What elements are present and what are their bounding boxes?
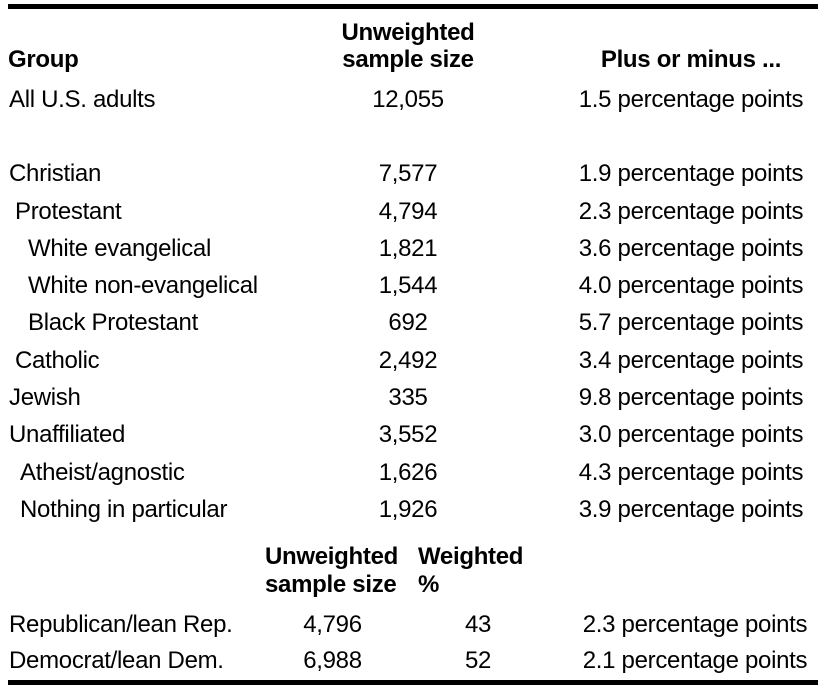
group-cell: Christian [9,160,101,188]
margin-of-error-cell: 2.3 percentage points [578,197,804,225]
group-cell: Republican/lean Rep. [9,610,233,638]
sample-size-cell: 7,577 [378,160,438,188]
group-cell: Catholic [15,346,100,374]
sample-size-cell: 3,552 [378,421,438,449]
margin-of-error-cell: 3.9 percentage points [578,495,804,523]
party-column-header-sample-size: Unweighted sample size [257,543,408,599]
group-cell: Jewish [9,384,81,412]
margin-of-error-cell: 9.8 percentage points [578,384,804,412]
table-row: Protestant 4,794 2.3 percentage points [8,193,818,230]
group-cell: White evangelical [28,234,211,262]
margin-of-error-cell: 1.5 percentage points [578,85,804,113]
margin-of-error-cell: 2.3 percentage points [582,610,808,638]
religion-rows: All U.S. adults 12,055 1.5 percentage po… [8,81,818,529]
margin-of-error-cell: 3.0 percentage points [578,421,804,449]
table-row: All U.S. adults 12,055 1.5 percentage po… [8,81,818,118]
column-header-sample-size-line2: sample size [342,46,474,73]
sample-size-cell: 2,492 [378,346,438,374]
table-row: White evangelical 1,821 3.6 percentage p… [8,230,818,267]
sample-size-cell: 1,626 [378,458,438,486]
group-cell: Atheist/agnostic [20,458,185,486]
table-row: White non-evangelical 1,544 4.0 percenta… [8,267,818,304]
sample-size-cell: 6,988 [303,647,362,675]
table-row: Christian 7,577 1.9 percentage points [8,156,818,193]
table-row: Catholic 2,492 3.4 percentage points [8,342,818,379]
table-row: Atheist/agnostic 1,626 4.3 percentage po… [8,454,818,491]
group-cell: Democrat/lean Dem. [9,647,224,675]
party-column-header-sample-size-line1: Unweighted [265,542,398,570]
column-header-group: Group [8,46,79,73]
party-column-header-sample-size-line2: sample size [265,570,397,598]
group-cell: All U.S. adults [9,85,156,113]
column-header-sample-size: Unweighted sample size [330,19,486,73]
sample-size-cell: 1,544 [378,272,438,300]
group-cell: Black Protestant [28,309,198,337]
margin-of-error-cell: 3.4 percentage points [578,346,804,374]
margin-of-error-cell: 3.6 percentage points [578,234,804,262]
sample-size-cell: 4,794 [378,197,438,225]
weighted-pct-cell: 43 [464,610,492,638]
column-header-plus-minus: Plus or minus ... [600,46,782,73]
sample-size-cell: 335 [388,384,428,412]
party-header-row: Unweighted sample size Weighted % [8,529,818,599]
table-row: Nothing in particular 1,926 3.9 percenta… [8,491,818,528]
sample-size-table: Group Unweighted sample size Plus or min… [8,4,818,685]
party-table-row: Republican/lean Rep. 4,796 43 2.3 percen… [8,607,818,644]
group-cell: White non-evangelical [28,272,258,300]
table-row: Unaffiliated 3,552 3.0 percentage points [8,417,818,454]
weighted-pct-cell: 52 [464,647,492,675]
group-cell: Nothing in particular [20,495,228,523]
table-header-row: Group Unweighted sample size Plus or min… [8,9,818,81]
margin-of-error-cell: 5.7 percentage points [578,309,804,337]
column-header-sample-size-line1: Unweighted [341,19,475,46]
margin-of-error-cell: 4.3 percentage points [578,458,804,486]
margin-of-error-cell: 4.0 percentage points [578,272,804,300]
sample-size-cell: 1,821 [378,234,438,262]
spacer-row [8,118,818,155]
group-cell: Protestant [15,197,122,225]
party-table-row: Democrat/lean Dem. 6,988 52 2.1 percenta… [8,643,818,680]
sample-size-cell: 692 [388,309,428,337]
margin-of-error-cell: 1.9 percentage points [578,160,804,188]
party-rows: Republican/lean Rep. 4,796 43 2.3 percen… [8,599,818,685]
sample-size-cell: 1,926 [378,495,438,523]
table-row: Black Protestant 692 5.7 percentage poin… [8,305,818,342]
table-row: Jewish 335 9.8 percentage points [8,379,818,416]
sample-size-cell: 4,796 [303,610,362,638]
margin-of-error-cell: 2.1 percentage points [582,647,808,675]
party-column-header-weighted: Weighted % [418,542,524,598]
sample-size-cell: 12,055 [372,85,444,113]
group-cell: Unaffiliated [9,421,126,449]
